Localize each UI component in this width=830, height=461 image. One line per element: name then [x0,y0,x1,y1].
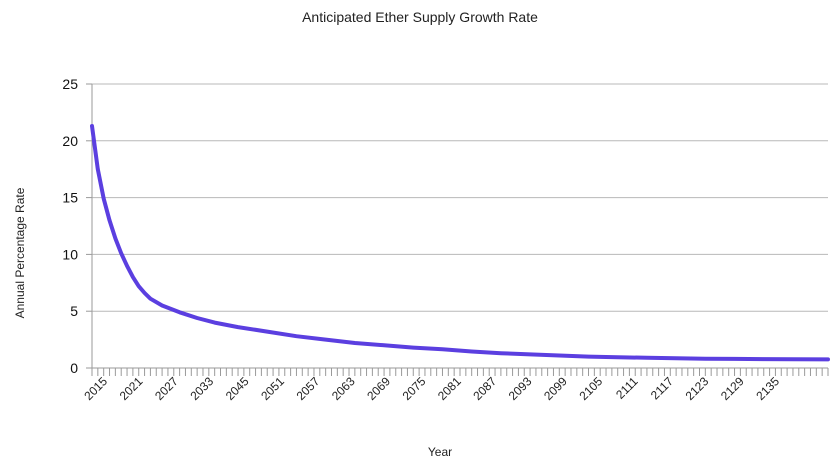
series-line [90,124,830,362]
x-tick-label: 2123 [683,374,712,403]
x-tick-label: 2033 [187,374,216,403]
x-tick-label: 2015 [81,374,110,403]
x-tick-label: 2051 [258,374,287,403]
axes [86,83,829,376]
x-tick-label: 2135 [753,374,782,403]
x-tick-label: 2087 [470,374,499,403]
gridlines [92,83,828,312]
y-tick-label: 25 [62,76,78,92]
x-tick-label: 2105 [576,374,605,403]
x-tick-label: 2063 [329,374,358,403]
x-tick-label: 2093 [506,374,535,403]
x-tick-label: 2045 [223,374,252,403]
x-tick-label: 2099 [541,374,570,403]
x-tick-label: 2081 [435,374,464,403]
x-tick-labels: 2015 2021 2027 2033 2045 2051 2057 2063 2069 2075… [81,374,782,403]
x-tick-label: 2075 [400,374,429,403]
y-tick-labels: 0 5 10 15 20 25 [62,76,78,376]
y-tick-label: 0 [70,360,78,376]
x-tick-label: 2111 [613,374,641,402]
x-tick-label: 2027 [152,374,181,403]
y-tick-label: 20 [62,133,78,149]
x-tick-label: 2057 [294,374,323,403]
y-tick-label: 5 [70,303,78,319]
y-tick-label: 10 [62,246,78,262]
y-tick-label: 15 [62,190,78,206]
chart-title: Anticipated Ether Supply Growth Rate [302,9,538,25]
x-tick-label: 2129 [718,374,747,403]
x-axis-title: Year [428,445,452,459]
x-tick-label: 2021 [117,374,146,403]
y-axis-title: Annual Percentage Rate [13,187,27,318]
x-tick-label: 2117 [648,374,676,402]
x-tick-label: 2069 [364,374,393,403]
series [90,124,830,362]
